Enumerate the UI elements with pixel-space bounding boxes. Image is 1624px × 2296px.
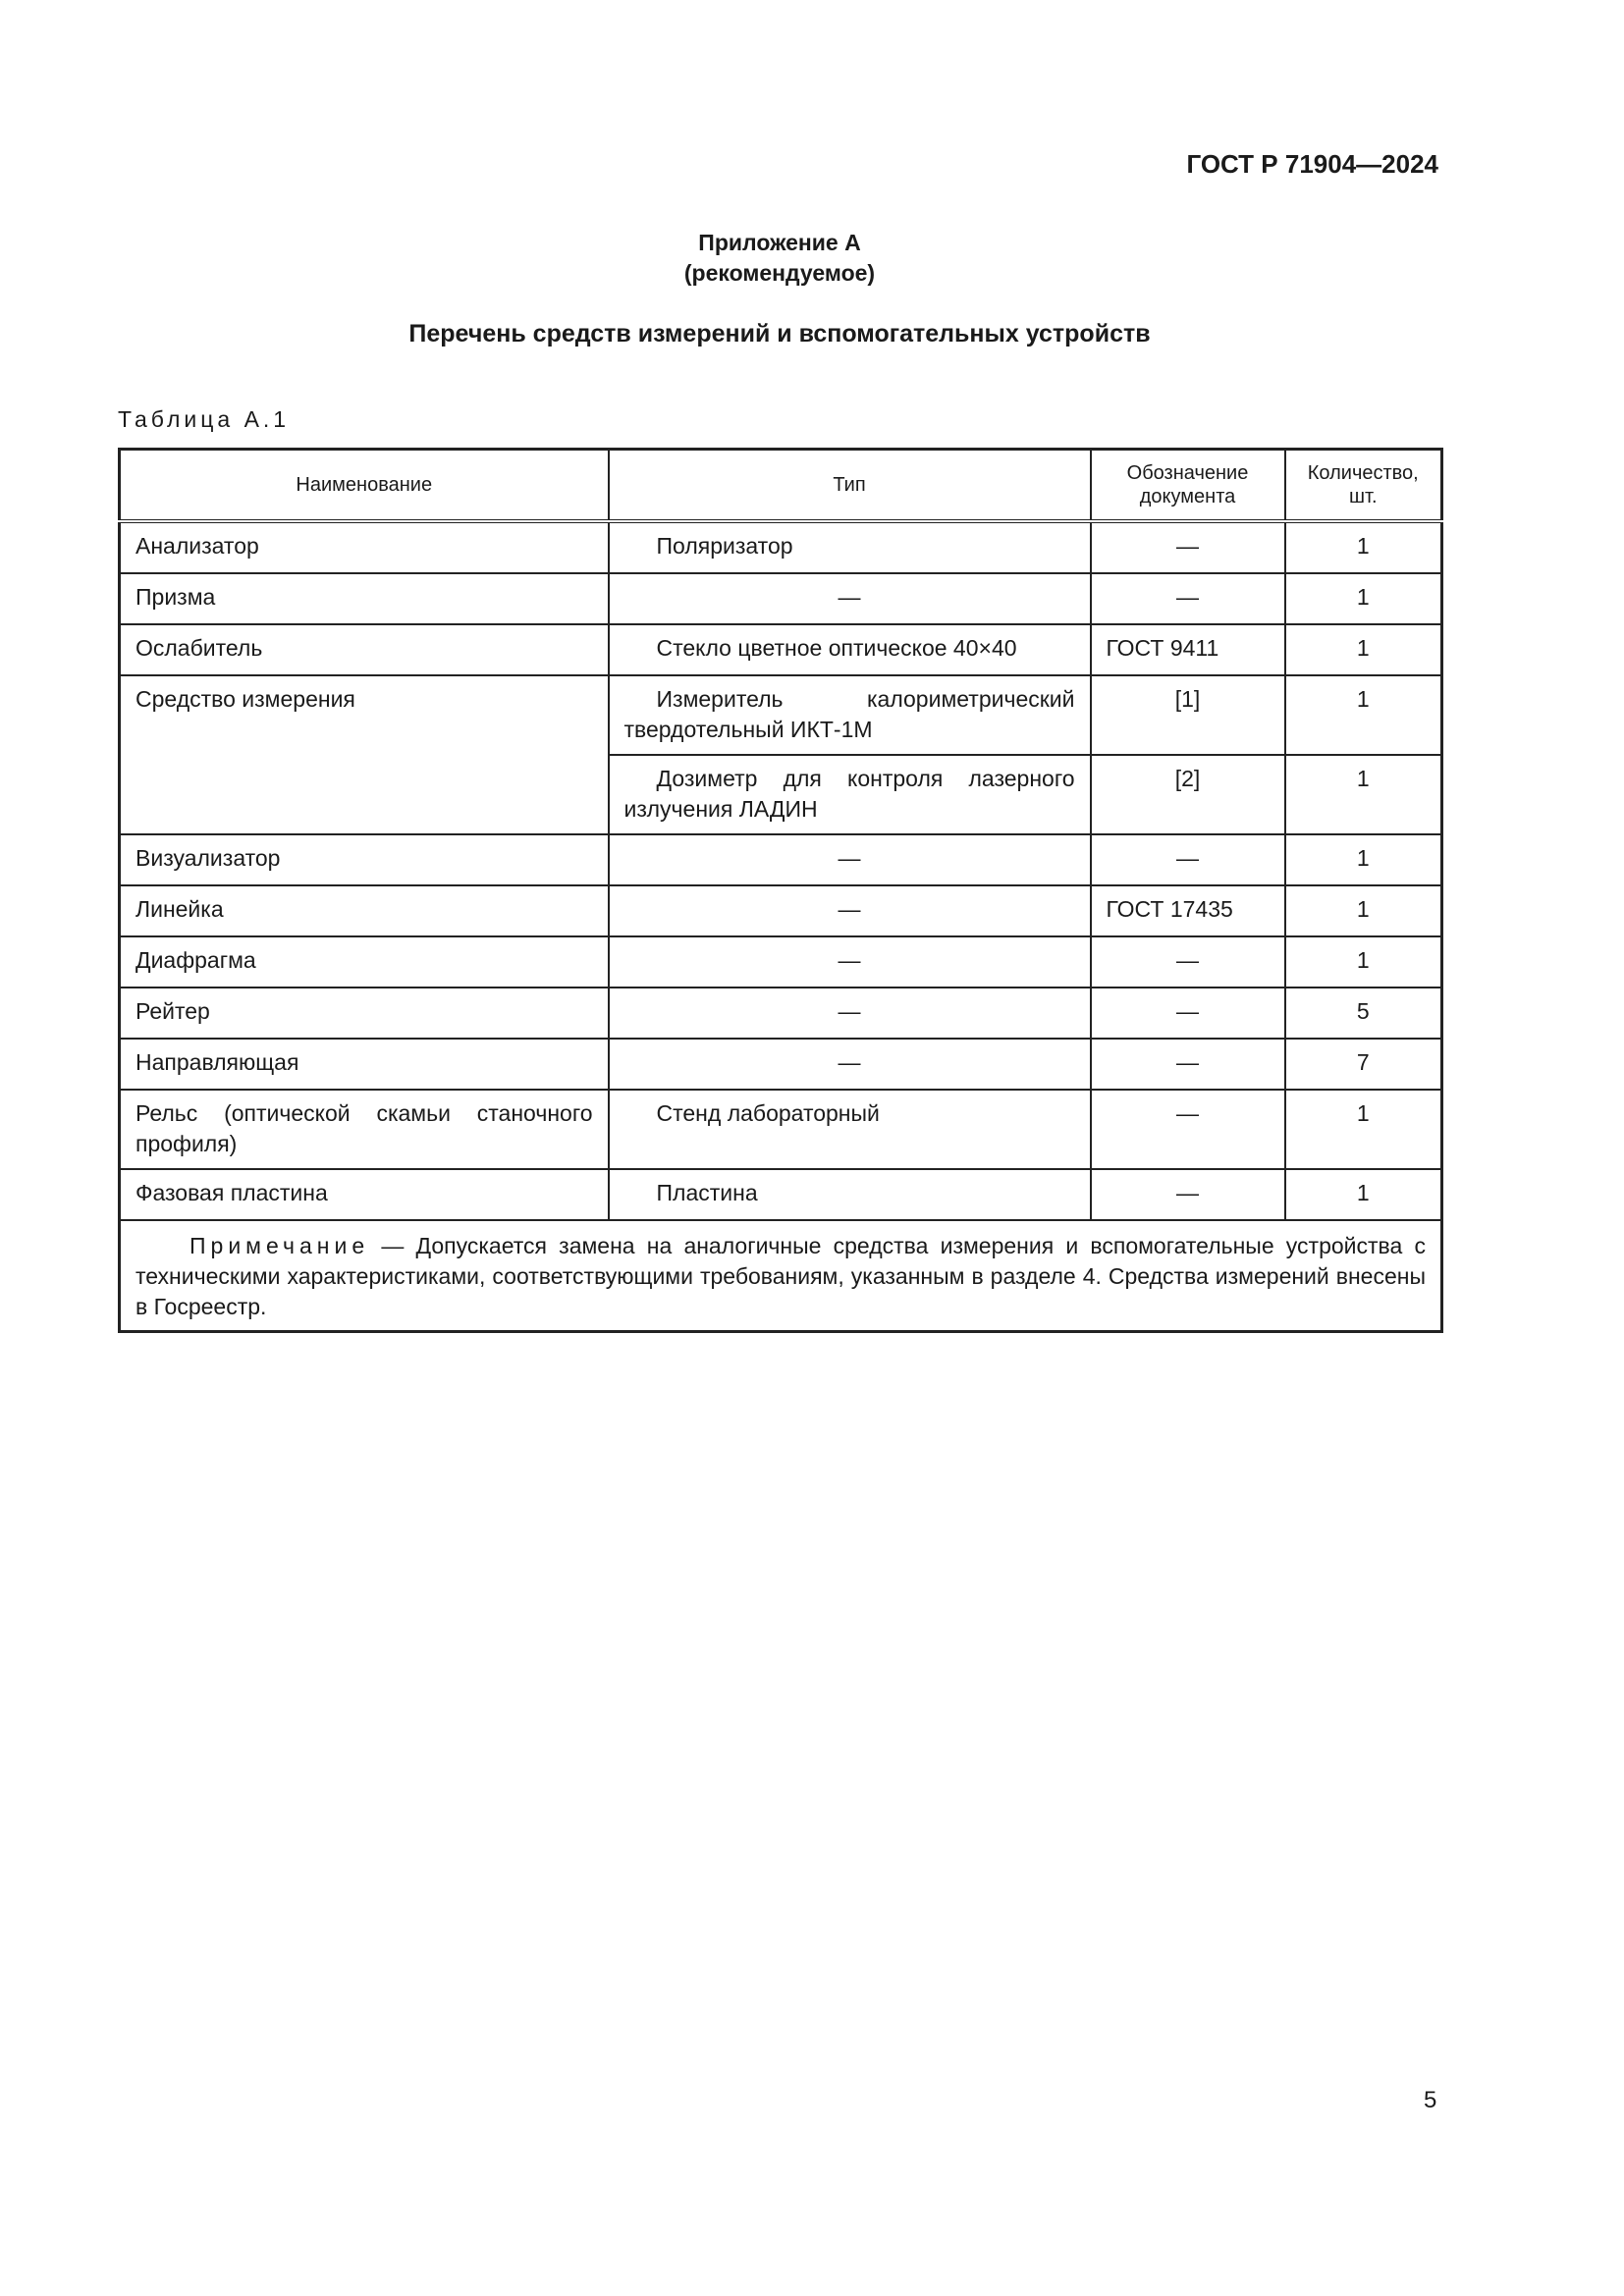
cell-name: Призма [118, 572, 610, 625]
note-label: Примечание [189, 1233, 370, 1258]
cell-type: Дозиметр для контроля лазерного излучени… [607, 754, 1092, 835]
cell-type: Стенд лабораторный [607, 1089, 1092, 1170]
table-row: Визуализатор — — 1 [118, 833, 1443, 886]
cell-name: Средство измерения [118, 674, 610, 835]
column-header-name: Наименование [118, 448, 610, 523]
cell-type: Пластина [607, 1168, 1092, 1221]
cell-name: Визуализатор [118, 833, 610, 886]
cell-name: Фазовая пластина [118, 1168, 610, 1221]
cell-doc: — [1089, 1038, 1286, 1091]
cell-qty: 1 [1283, 833, 1443, 886]
appendix-heading: Приложение А (рекомендуемое) [0, 228, 1559, 289]
cell-doc: — [1089, 1089, 1286, 1170]
cell-doc: [2] [1089, 754, 1286, 835]
cell-doc: — [1089, 520, 1286, 574]
cell-name: Направляющая [118, 1038, 610, 1091]
table-row: Дозиметр для контроля лазерного излучени… [120, 754, 1443, 835]
cell-type: — [607, 884, 1092, 937]
cell-type: — [607, 987, 1092, 1040]
cell-name: Диафрагма [118, 935, 610, 988]
table-row: Ослабитель Стекло цветное оптическое 40×… [118, 623, 1443, 676]
table-caption: Таблица А.1 [118, 406, 291, 432]
cell-type: Стекло цветное оптическое 40×40 [607, 623, 1092, 676]
column-header-qty: Количество, шт. [1283, 448, 1443, 523]
cell-type-text: Дозиметр для контроля лазерного излучени… [623, 766, 1075, 822]
cell-doc: ГОСТ 17435 [1089, 884, 1286, 937]
cell-type: Поляризатор [607, 520, 1092, 574]
cell-type: — [607, 1038, 1092, 1091]
table-row: Анализатор Поляризатор — 1 [118, 520, 1443, 574]
table-note: Примечание — Допускается замена на анало… [118, 1219, 1443, 1333]
cell-doc: — [1089, 833, 1286, 886]
cell-doc: — [1089, 935, 1286, 988]
note-text: — Допускается замена на аналогичные сред… [135, 1233, 1426, 1319]
cell-type: — [607, 572, 1092, 625]
cell-doc: — [1089, 572, 1286, 625]
table-row: Направляющая — — 7 [118, 1038, 1443, 1091]
column-header-type: Тип [607, 448, 1092, 523]
equipment-table: Наименование Тип Обозначение документа К… [118, 448, 1443, 1333]
column-header-doc: Обозначение документа [1089, 448, 1286, 523]
cell-qty: 5 [1283, 987, 1443, 1040]
cell-type-text: Измеритель калориметрический твердотельн… [623, 686, 1075, 742]
cell-name: Ослабитель [118, 623, 610, 676]
table-row: Призма — — 1 [118, 572, 1443, 625]
cell-name: Рейтер [118, 987, 610, 1040]
cell-qty: 1 [1283, 520, 1443, 574]
cell-type: — [607, 833, 1092, 886]
cell-name: Рельс (оптической скамьи станочного проф… [118, 1089, 610, 1170]
table-row: Линейка — ГОСТ 17435 1 [118, 884, 1443, 937]
cell-qty: 1 [1283, 572, 1443, 625]
table-row: Рельс (оптической скамьи станочного проф… [118, 1089, 1443, 1170]
cell-qty: 1 [1283, 1168, 1443, 1221]
table-header-row: Наименование Тип Обозначение документа К… [118, 448, 1443, 523]
cell-qty: 1 [1283, 623, 1443, 676]
cell-qty: 1 [1283, 935, 1443, 988]
cell-name: Линейка [118, 884, 610, 937]
cell-type: — [607, 935, 1092, 988]
table-note-row: Примечание — Допускается замена на анало… [118, 1219, 1443, 1333]
cell-qty: 1 [1283, 884, 1443, 937]
page-number: 5 [1424, 2087, 1437, 2113]
cell-doc: ГОСТ 9411 [1089, 623, 1286, 676]
table-row: Диафрагма — — 1 [118, 935, 1443, 988]
cell-qty: 7 [1283, 1038, 1443, 1091]
cell-qty: 1 [1283, 754, 1443, 835]
cell-doc: — [1089, 1168, 1286, 1221]
table-row: Средство измерения Измеритель калориметр… [118, 674, 1443, 835]
appendix-title: Приложение А [698, 230, 861, 255]
table-row: Фазовая пластина Пластина — 1 [118, 1168, 1443, 1221]
table-row: Рейтер — — 5 [118, 987, 1443, 1040]
section-title: Перечень средств измерений и вспомогател… [408, 320, 1151, 347]
cell-doc: — [1089, 987, 1286, 1040]
cell-name: Анализатор [118, 520, 610, 574]
cell-qty: 1 [1283, 674, 1443, 756]
cell-qty: 1 [1283, 1089, 1443, 1170]
appendix-status: (рекомендуемое) [683, 260, 876, 286]
document-id: ГОСТ Р 71904—2024 [1186, 149, 1438, 179]
cell-doc: [1] [1089, 674, 1286, 756]
cell-type: Измеритель калориметрический твердотельн… [607, 674, 1092, 756]
